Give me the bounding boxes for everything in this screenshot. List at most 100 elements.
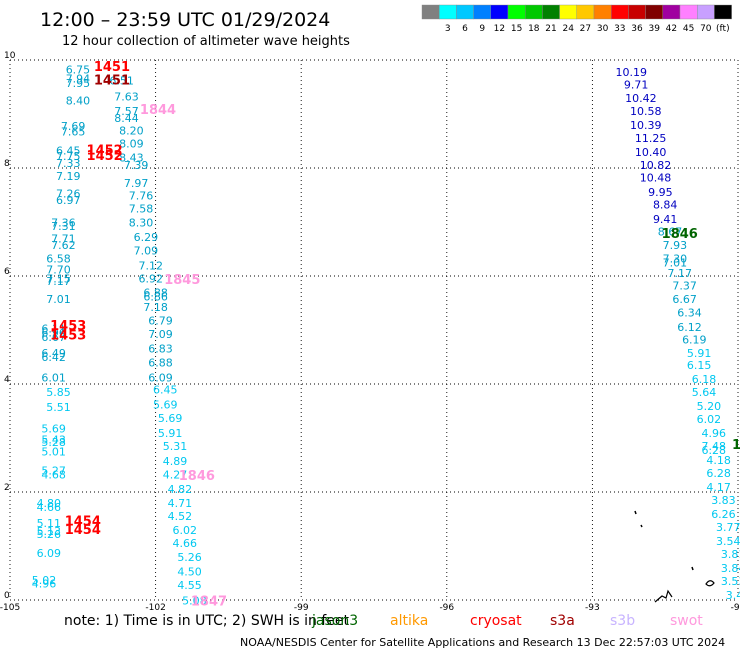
legend-label: 27 <box>580 24 591 34</box>
wave-height-value: 6.12 <box>677 321 702 334</box>
satellite-legend: jason3 altika cryosat s3a s3b swot <box>311 613 703 629</box>
wave-height-value: 10.58 <box>630 105 662 118</box>
footer-credit: NOAA/NESDIS Center for Satellite Applica… <box>240 636 725 649</box>
wave-height-value: 7.31 <box>51 220 76 233</box>
pass-time-label: 1453 <box>50 329 86 344</box>
legend-swatch <box>645 4 663 20</box>
wave-height-value: 7.65 <box>61 126 86 139</box>
wave-height-value: 4.55 <box>177 579 202 592</box>
wave-height-value: 6.49 <box>41 347 66 360</box>
wave-height-value: 5.26 <box>37 528 62 541</box>
wave-height-value: 4.96 <box>32 578 57 591</box>
wave-height-value: 5.85 <box>46 386 71 399</box>
satellite-legend-item: jason3 <box>311 613 358 629</box>
wave-height-value: 7.94 <box>66 73 91 86</box>
wave-height-value: 6.42 <box>41 351 66 364</box>
wave-height-value: 10.82 <box>640 159 672 172</box>
wave-height-value: 5.91 <box>158 427 183 440</box>
x-tick-label: -99 <box>294 603 309 613</box>
wave-height-value: 11.25 <box>635 132 667 145</box>
wave-height-value: 7.17 <box>46 275 71 288</box>
wave-height-value: 7.36 <box>51 216 76 229</box>
wave-height-value: 7.48 <box>701 440 726 453</box>
wave-height-value: 7.37 <box>672 280 697 293</box>
x-tick-label: -102 <box>145 603 165 613</box>
wave-height-value: 7.70 <box>46 263 71 276</box>
legend-label: 3 <box>445 24 451 34</box>
wave-height-value: 7.58 <box>129 202 154 215</box>
wave-height-value: 3.77 <box>716 521 740 534</box>
legend-swatch <box>714 4 732 20</box>
x-tick-label: -90 <box>731 603 740 613</box>
legend-label: 15 <box>511 24 522 34</box>
pass-time-label: 1451 <box>94 60 130 75</box>
wave-height-value: 6.75 <box>66 64 91 77</box>
x-tick-label: -93 <box>585 603 600 613</box>
wave-height-value: 5.26 <box>177 551 202 564</box>
coastline-path <box>640 524 643 528</box>
legend-swatch <box>490 4 509 20</box>
wave-height-value: 7.75 <box>56 150 81 163</box>
wave-height-value: 6.28 <box>706 467 731 480</box>
pass-time-label: 1451 <box>94 73 130 88</box>
wave-height-value: 5.43 <box>41 433 66 446</box>
wave-height-value: 7.17 <box>668 267 693 280</box>
satellite-legend-item: altika <box>390 613 428 629</box>
pass-time-label: 1452 <box>87 144 123 159</box>
wave-height-value: 3.54 <box>716 535 740 548</box>
wave-height-value: 7.57 <box>114 105 139 118</box>
wave-height-value: 5.51 <box>46 401 71 414</box>
wave-height-value: 6.96 <box>41 326 66 339</box>
legend-label: 12 <box>494 24 505 34</box>
wave-height-value: 6.02 <box>697 413 722 426</box>
coastline-fragments <box>634 510 715 603</box>
y-tick-label: 8 <box>4 159 10 169</box>
wave-height-value: 7.15 <box>46 272 71 285</box>
x-tick-label: -105 <box>0 603 20 613</box>
wave-height-value: 8.30 <box>129 216 154 229</box>
legend-swatch <box>628 4 646 20</box>
pass-time-label: 1454 <box>65 514 101 529</box>
legend-swatch <box>697 4 715 20</box>
legend-label: 42 <box>666 24 677 34</box>
wave-height-value: 9.95 <box>648 186 673 199</box>
legend-label: 18 <box>528 24 540 34</box>
legend-label: 70 <box>700 24 712 34</box>
wave-height-value: 7.18 <box>143 301 168 314</box>
legend-swatch <box>662 4 681 20</box>
wave-height-value: 5.13 <box>37 525 62 538</box>
legend-swatch <box>456 4 474 20</box>
wave-height-value: 3.83 <box>711 494 736 507</box>
coastline-path <box>654 589 673 603</box>
wave-height-value: 7.19 <box>56 170 81 183</box>
legend-swatch <box>421 4 440 20</box>
wave-height-value: 4.80 <box>37 497 62 510</box>
wave-height-value: 8.09 <box>119 137 144 150</box>
legend-label: 45 <box>683 24 694 34</box>
pass-time-label: 1847 <box>732 438 740 453</box>
satellite-legend-item: swot <box>670 613 703 629</box>
wave-height-value: 6.28 <box>701 444 726 457</box>
wave-height-value: 3.46 <box>726 589 740 602</box>
y-tick-label: 6 <box>4 267 10 277</box>
wave-height-value: 10.40 <box>635 146 667 159</box>
wave-height-value: 6.02 <box>172 524 197 537</box>
coastline-path <box>691 566 694 571</box>
wave-height-value: 10.39 <box>630 119 662 132</box>
wave-height-value: 8.84 <box>653 199 678 212</box>
satellite-legend-item: s3a <box>550 613 575 629</box>
wave-height-value: 6.19 <box>682 334 707 347</box>
wave-height-value: 5.64 <box>692 386 717 399</box>
wave-height-value: 6.67 <box>672 293 697 306</box>
wave-height-value: 4.66 <box>37 501 62 514</box>
wave-height-value: 7.95 <box>66 77 91 90</box>
wave-height-value: 5.08 <box>182 594 207 607</box>
legend-swatch <box>542 4 560 20</box>
grid <box>9 59 739 601</box>
pass-time-label: 1845 <box>164 273 200 288</box>
wave-height-value: 7.26 <box>56 188 81 201</box>
coastline-path <box>634 510 637 515</box>
legend-label: 9 <box>479 24 485 34</box>
